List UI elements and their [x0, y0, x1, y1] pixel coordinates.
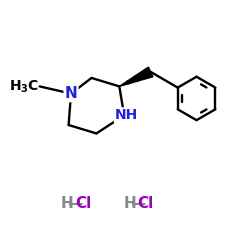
- Polygon shape: [119, 67, 153, 86]
- Text: Cl: Cl: [75, 196, 91, 211]
- Text: N: N: [65, 86, 78, 101]
- Text: H: H: [61, 196, 74, 211]
- Text: $\mathbf{H_3C}$: $\mathbf{H_3C}$: [9, 78, 39, 94]
- Text: Cl: Cl: [138, 196, 154, 211]
- Text: $\mathregular{H_3C}$: $\mathregular{H_3C}$: [0, 249, 1, 250]
- Text: H: H: [124, 196, 136, 211]
- Text: —: —: [130, 196, 146, 211]
- Text: NH: NH: [115, 108, 138, 122]
- Text: H: H: [0, 249, 1, 250]
- Text: —: —: [68, 196, 83, 211]
